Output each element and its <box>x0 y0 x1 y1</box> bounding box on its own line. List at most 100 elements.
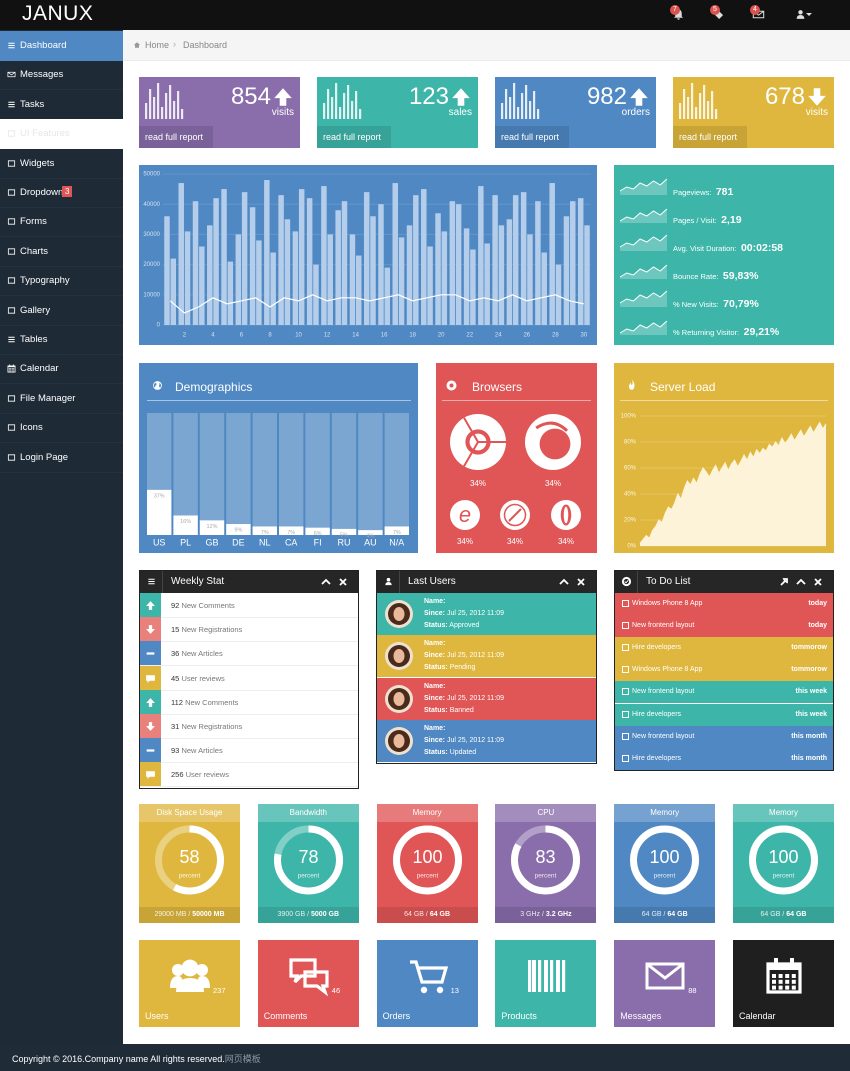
server-load-chart: 0% 20% 40% 60% 80% 100% <box>621 414 827 550</box>
gauge-card: Memory 100 percent 64 GB / 64 GB <box>376 804 478 923</box>
sidebar-label: File Manager <box>20 392 76 404</box>
sidebar-label: Icons <box>20 422 43 434</box>
sidebar-item[interactable]: Tables <box>0 325 123 355</box>
todo-checkbox[interactable] <box>622 754 629 762</box>
browser-share: 34% <box>470 479 486 488</box>
user-avatar <box>385 684 413 713</box>
sidebar-item[interactable]: Charts <box>0 237 123 267</box>
y-tick-label: 100% <box>621 414 637 420</box>
todo-row: New frontend layout this month <box>615 725 833 748</box>
stat-count: 93 <box>171 746 180 756</box>
sidebar-item[interactable]: Icons <box>0 413 123 444</box>
stat-link-text: read full report <box>501 132 560 142</box>
stat-box: 982 orders read full report <box>495 77 656 148</box>
bar-value-label: 16% <box>180 519 191 525</box>
footer-link[interactable]: 网页模板 <box>224 1054 261 1064</box>
sidebar-item[interactable]: Tasks <box>0 90 123 120</box>
detail-label: Since: <box>424 736 446 744</box>
todo-checkbox[interactable] <box>622 666 629 674</box>
sidebar-item[interactable]: Dashboard <box>0 31 123 61</box>
site-stat-label: Pageviews: <box>673 188 712 197</box>
up-icon <box>630 88 648 106</box>
shortcut-tile[interactable]: Products <box>495 940 597 1027</box>
traffic-line <box>169 294 584 314</box>
tool-shape <box>577 578 585 586</box>
detail-label: Name: <box>424 640 446 648</box>
sparkline <box>619 290 668 307</box>
shortcut-tile[interactable]: 88 Messages <box>614 940 716 1027</box>
mini-bar <box>695 107 698 119</box>
notification-badge: 4 <box>750 5 760 15</box>
sidebar-item[interactable]: Widgets <box>0 149 123 179</box>
todo-checkbox[interactable] <box>622 622 629 630</box>
traffic-bar <box>207 225 213 325</box>
icon-shape <box>556 960 559 992</box>
stat-link[interactable]: read full report <box>495 126 569 148</box>
stat-link[interactable]: read full report <box>317 126 391 148</box>
shortcut-tile[interactable]: 237 Users <box>139 940 240 1027</box>
default-icon <box>7 130 16 137</box>
breadcrumb-item[interactable]: Home <box>145 40 170 50</box>
stat-link[interactable]: read full report <box>673 126 747 148</box>
icon-shape <box>558 960 561 992</box>
sidebar-item[interactable]: Login Page <box>0 443 123 473</box>
wrench-button[interactable] <box>780 578 788 586</box>
close-button[interactable] <box>577 578 585 586</box>
up-button[interactable] <box>321 578 331 586</box>
up-button[interactable] <box>559 578 569 586</box>
breadcrumb-bar <box>123 30 850 61</box>
browser-share: 34% <box>457 537 473 546</box>
icon-shape <box>133 42 141 48</box>
traffic-bar <box>413 195 419 325</box>
traffic-bar <box>278 195 284 325</box>
sidebar-label: UI Features <box>20 128 70 140</box>
traffic-bar <box>384 267 391 325</box>
traffic-bar <box>441 231 448 325</box>
shortcut-tile[interactable]: 46 Comments <box>257 940 359 1027</box>
panel-rule <box>620 400 828 401</box>
todo-checkbox[interactable] <box>622 710 629 718</box>
todo-checkbox[interactable] <box>622 600 629 607</box>
traffic-bar <box>321 186 327 325</box>
sidebar-label: Messages <box>20 69 64 81</box>
todo-checkbox[interactable] <box>622 732 629 740</box>
sidebar-item[interactable]: Messages <box>0 60 123 91</box>
up-button[interactable] <box>796 578 806 586</box>
tool-shape <box>780 578 788 586</box>
default-icon <box>7 218 16 225</box>
mini-bar <box>359 109 362 119</box>
stat-link-text: read full report <box>679 132 738 142</box>
sidebar-item[interactable]: Gallery <box>0 296 123 326</box>
shortcut-tile[interactable]: 13 Orders <box>376 940 478 1027</box>
gauge-ring: 100 percent <box>392 825 462 895</box>
close-button[interactable] <box>339 578 347 586</box>
traffic-bar <box>563 216 570 325</box>
sidebar-item[interactable]: File Manager <box>0 384 123 414</box>
sidebar-item[interactable]: Dropdown 3 <box>0 178 123 208</box>
todo-checkbox[interactable] <box>622 688 629 696</box>
tile-label: Products <box>501 1011 537 1021</box>
mini-bar <box>327 89 330 119</box>
bar <box>226 524 251 535</box>
close-button[interactable] <box>814 578 822 586</box>
gauge-footer: 3900 GB / 5000 GB <box>257 907 359 923</box>
browser-logo-part <box>539 428 571 460</box>
stat-link[interactable]: read full report <box>139 126 213 148</box>
sidebar-item[interactable]: UI Features <box>0 119 123 150</box>
icon-shape <box>778 979 783 984</box>
todo-checkbox[interactable] <box>622 644 629 652</box>
bar <box>173 515 198 535</box>
shortcut-tile[interactable]: Calendar <box>733 940 834 1027</box>
brand-logo[interactable]: JANUX <box>22 2 94 25</box>
sidebar-item[interactable]: Calendar <box>0 354 123 385</box>
todo-row: Hire developers this week <box>615 703 833 726</box>
sidebar-item[interactable]: Forms <box>0 207 123 238</box>
todo-when: this week <box>795 710 827 718</box>
traffic-bar <box>492 195 498 325</box>
user-icon[interactable] <box>795 9 806 20</box>
icon-shape <box>385 581 392 586</box>
sidebar-item[interactable]: Typography <box>0 266 123 297</box>
browsers-chart: 34% 34% e 34% 34% 34% <box>450 414 581 546</box>
bar-value-label: 5% <box>340 532 348 538</box>
gauge-value: 58 <box>179 847 199 867</box>
